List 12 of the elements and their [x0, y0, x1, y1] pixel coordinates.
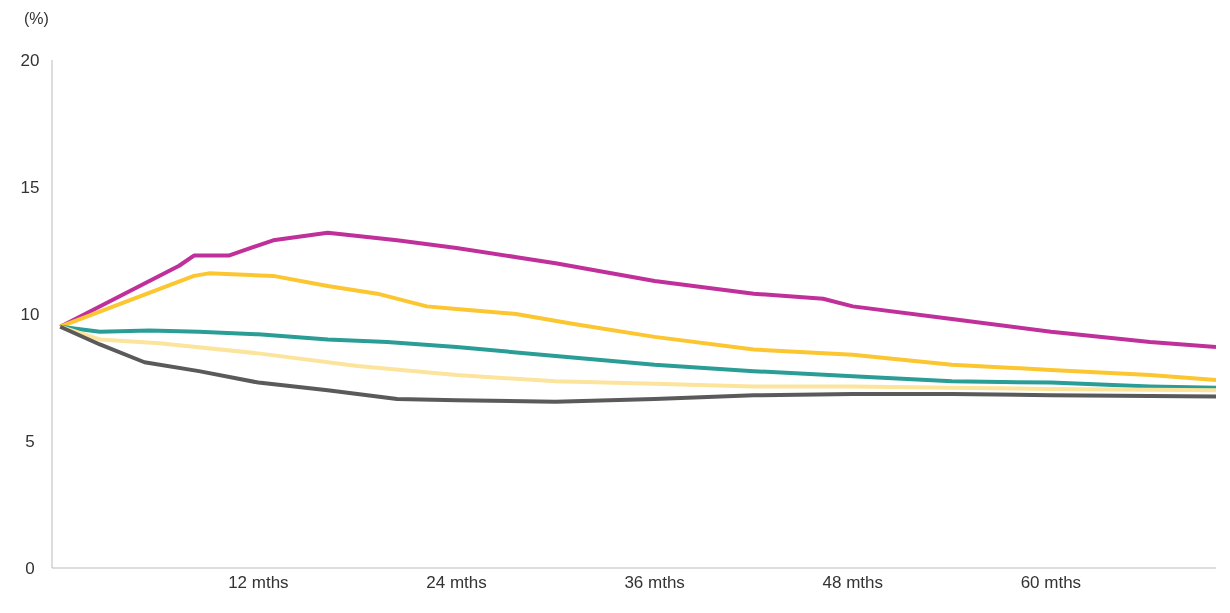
y-tick-label: 0	[25, 559, 35, 579]
line-series	[58, 271, 1216, 383]
x-tick-label: 36 mths	[624, 573, 685, 593]
x-tick-label: 24 mths	[426, 573, 487, 593]
y-tick-label: 20	[20, 51, 40, 71]
y-tick-label: 5	[25, 432, 35, 452]
y-tick-label: 15	[20, 178, 40, 198]
x-tick-label: 60 mths	[1020, 573, 1082, 593]
x-tick-label: 48 mths	[822, 573, 884, 593]
y-axis-title: (%)	[24, 10, 49, 28]
y-tick-label: 10	[20, 305, 40, 325]
x-tick-label: 12 mths	[228, 573, 289, 593]
